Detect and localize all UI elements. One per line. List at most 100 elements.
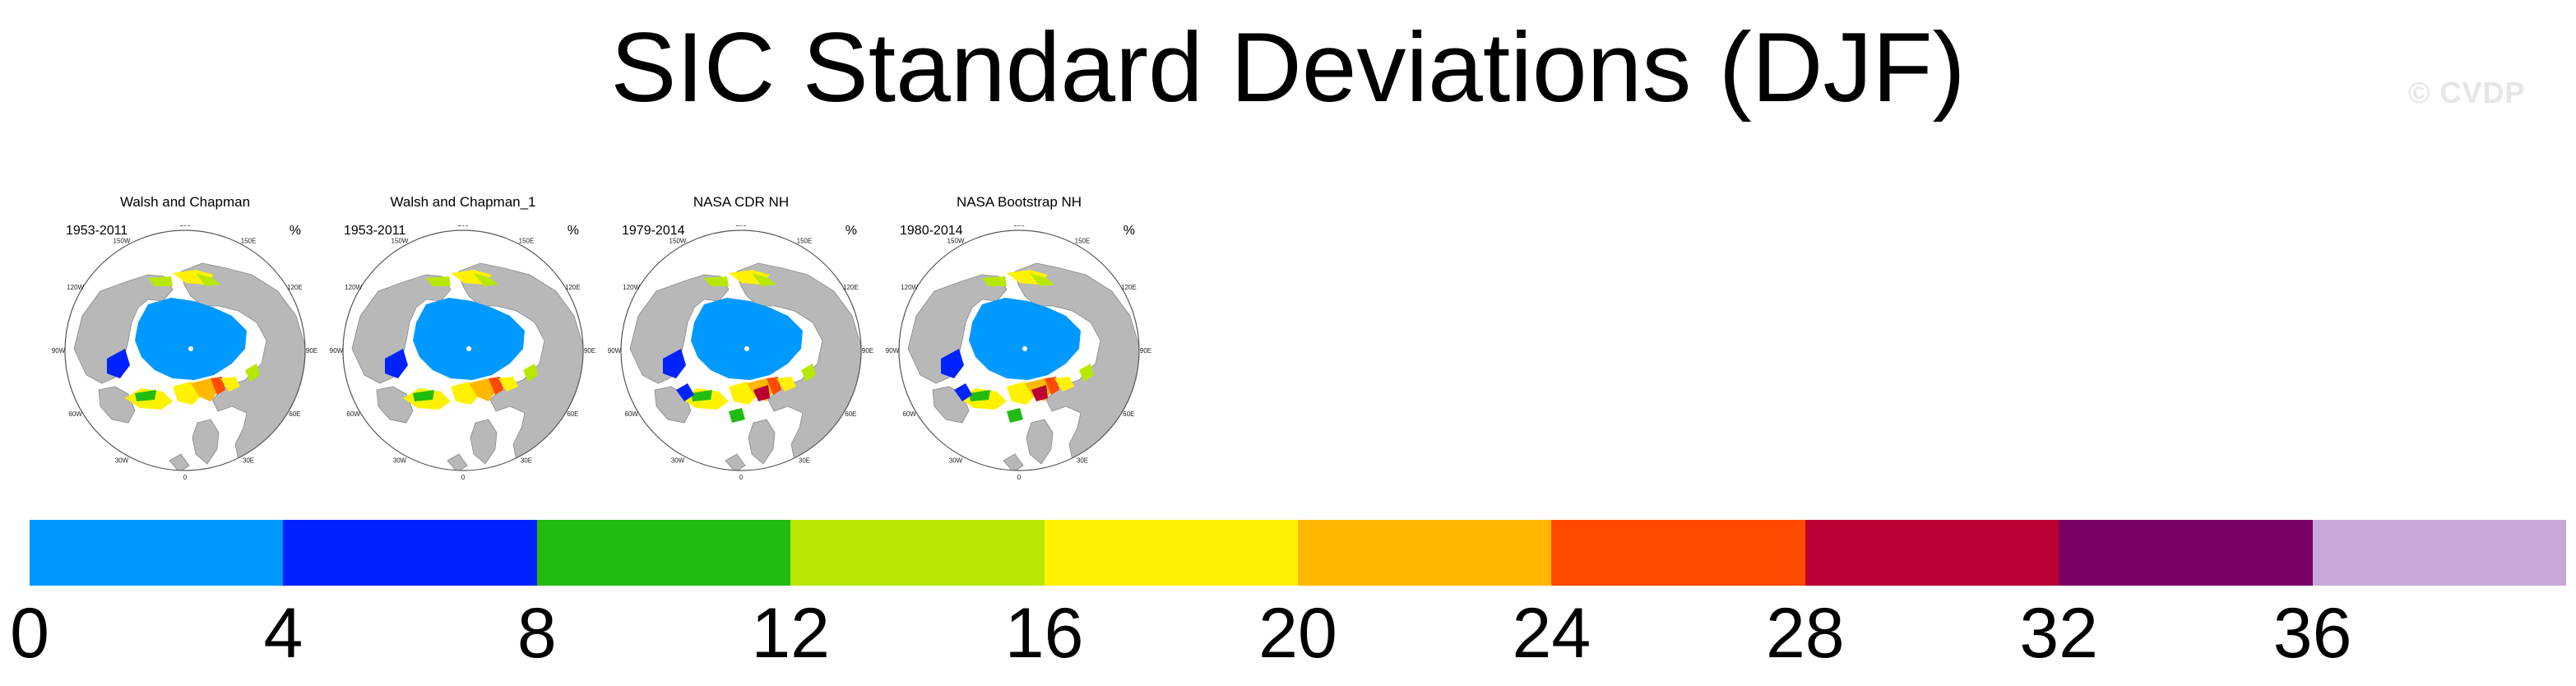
longitude-label: 180 <box>735 225 747 228</box>
longitude-label: 150W <box>391 238 409 245</box>
sic-stddev-contour <box>469 378 497 401</box>
sic-stddev-contour <box>801 364 816 382</box>
longitude-label: 180 <box>179 225 191 228</box>
sic-stddev-contour <box>1054 377 1074 392</box>
cvdp-watermark: © CVDP <box>2408 76 2526 109</box>
longitude-label: 90E <box>584 347 595 355</box>
map-panel: Walsh and Chapman_1 1953-2011% 180 150E 120E… <box>327 194 599 482</box>
longitude-label: 120W <box>345 284 362 291</box>
longitude-label: 90W <box>608 347 622 355</box>
colorbar-tick-label: 20 <box>1258 594 1337 673</box>
sic-stddev-contour <box>474 273 498 286</box>
sic-stddev-contour <box>135 390 156 401</box>
longitude-label: 90W <box>886 347 900 355</box>
longitude-label: 30E <box>521 457 532 464</box>
longitude-label: 60E <box>845 410 856 418</box>
longitude-label: 60W <box>346 410 360 418</box>
colorbar-box <box>2059 520 2313 586</box>
arctic-ice-region <box>969 298 1081 380</box>
sic-stddev-contour <box>676 383 694 401</box>
longitude-label: 150E <box>241 238 257 245</box>
sic-stddev-contour <box>489 377 503 395</box>
colorbar-box <box>1298 520 1552 586</box>
sic-stddev-contour <box>941 349 964 378</box>
longitude-label: 0 <box>183 474 188 481</box>
landmass <box>1026 419 1054 465</box>
longitude-label: 90E <box>862 347 873 355</box>
panel-unit: % <box>845 224 857 238</box>
sic-stddev-contour <box>196 273 220 286</box>
colorbar <box>30 520 2567 586</box>
map-panel: Walsh and Chapman 1953-2011% 180 150E 120E 90… <box>49 194 321 482</box>
sic-stddev-contour <box>211 377 225 395</box>
longitude-label: 30W <box>115 457 129 464</box>
landmass <box>629 274 730 384</box>
panel-title: NASA Bootstrap NH <box>956 194 1082 210</box>
sic-stddev-contour <box>413 390 434 401</box>
figure-title: SIC Standard Deviations (DJF) <box>610 12 1966 123</box>
sic-stddev-contour <box>1007 408 1023 423</box>
map-boundary <box>620 229 862 471</box>
sic-stddev-contour <box>1031 385 1048 401</box>
arctic-ice-region <box>413 298 525 380</box>
landmass <box>351 274 452 384</box>
map-panel: NASA Bootstrap NH 1980-2014% 180 150E 120E 90… <box>883 194 1155 482</box>
longitude-label: 150E <box>1075 238 1091 245</box>
panel-title: Walsh and Chapman <box>119 194 251 210</box>
landmass <box>458 262 583 461</box>
sic-stddev-contour <box>220 377 240 392</box>
colorbar-tick-label: 0 <box>10 594 49 673</box>
longitude-label: 30W <box>671 457 685 464</box>
landmass <box>192 419 220 465</box>
longitude-label: 30E <box>243 457 254 464</box>
sic-stddev-contour <box>954 383 972 401</box>
longitude-label: 90W <box>52 347 66 355</box>
landmass <box>447 453 468 470</box>
landmass <box>73 274 174 384</box>
longitude-label: 60W <box>902 410 916 418</box>
arctic-ice-region <box>691 298 803 380</box>
longitude-label: 30W <box>393 457 407 464</box>
panel-period: 1979-2014 <box>622 224 685 238</box>
sic-stddev-contour <box>148 276 173 286</box>
colorbar-tick-label: 32 <box>2019 594 2099 673</box>
sic-stddev-contour <box>704 276 729 286</box>
longitude-label: 0 <box>1017 474 1022 481</box>
colorbar-box <box>283 520 537 586</box>
landmass <box>1014 262 1139 461</box>
colorbar-box <box>1551 520 1805 586</box>
landmass <box>180 262 305 461</box>
longitude-label: 0 <box>461 474 466 481</box>
landmass <box>376 386 414 424</box>
longitude-label: 120E <box>565 284 581 291</box>
polar-stereographic-map: 180 150E 120E 90E 60E 30E 0 30W 60W 90W 120W 150W <box>608 225 873 481</box>
landmass <box>169 453 190 470</box>
panel-period: 1953-2011 <box>344 224 406 238</box>
sic-stddev-contour <box>776 377 796 392</box>
landmass <box>907 274 1008 384</box>
longitude-label: 60E <box>1123 410 1134 418</box>
landmass <box>1003 453 1024 470</box>
longitude-label: 120E <box>1121 284 1137 291</box>
arctic-ice-region <box>135 298 247 380</box>
sic-stddev-contour <box>767 377 781 395</box>
map-boundary <box>342 229 584 471</box>
longitude-label: 180 <box>1013 225 1025 228</box>
longitude-label: 180 <box>457 225 469 228</box>
longitude-label: 120W <box>623 284 640 291</box>
polar-stereographic-map: 180 150E 120E 90E 60E 30E 0 30W 60W 90W 120W 150W <box>52 225 317 481</box>
longitude-label: 60W <box>68 410 82 418</box>
colorbar-box <box>30 520 284 586</box>
colorbar-box <box>536 520 791 586</box>
landmass <box>98 386 136 424</box>
panel-unit: % <box>289 224 301 238</box>
colorbar-tick-label: 36 <box>2273 594 2352 673</box>
sic-stddev-contour <box>982 276 1007 286</box>
panel-title: NASA CDR NH <box>693 194 790 210</box>
longitude-label: 150W <box>114 238 131 245</box>
longitude-label: 150W <box>947 238 965 245</box>
longitude-label: 30E <box>1077 457 1088 464</box>
sic-stddev-contour <box>1079 364 1094 382</box>
sic-stddev-contour <box>1045 377 1059 395</box>
sic-stddev-contour <box>663 349 686 378</box>
